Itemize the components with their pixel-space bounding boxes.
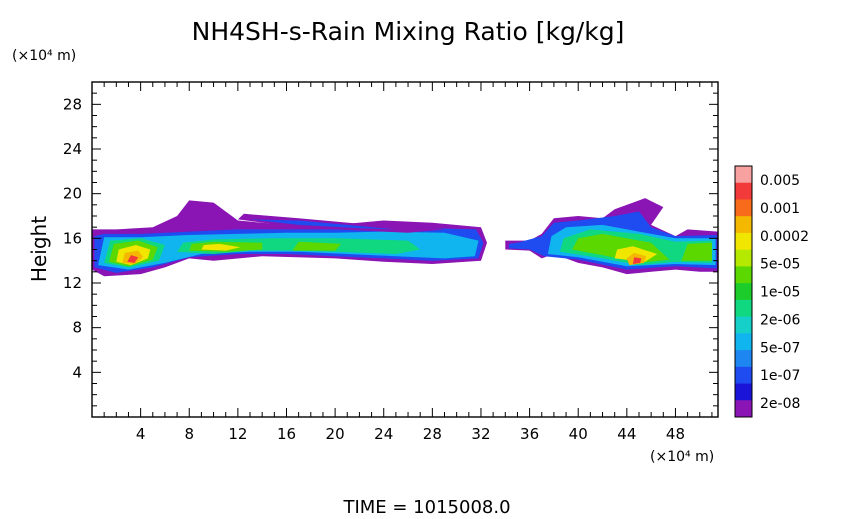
y-tick-label: 4 — [72, 363, 82, 381]
colorbar-label: 2e-08 — [760, 396, 800, 412]
colorbar-label: 1e-07 — [760, 368, 800, 384]
colorbar-swatch — [735, 316, 752, 334]
colorbar-swatch — [735, 199, 752, 217]
plot-area — [92, 198, 718, 277]
x-tick-label: 8 — [184, 425, 194, 443]
x-tick-label: 44 — [617, 425, 636, 443]
colorbar-swatch — [735, 266, 752, 284]
colorbar-swatch — [735, 400, 752, 418]
colorbar-label: 2e-06 — [760, 312, 800, 328]
x-tick-label: 36 — [520, 425, 539, 443]
colorbar-swatch — [735, 166, 752, 184]
colorbar-label: 5e-07 — [760, 340, 800, 356]
chart-title: NH4SH-s-Rain Mixing Ratio [kg/kg] — [192, 17, 625, 46]
y-tick-label: 8 — [72, 319, 82, 337]
x-tick-label: 12 — [228, 425, 247, 443]
colorbar-frame — [734, 165, 753, 418]
field-region-13 — [681, 242, 712, 261]
colorbar-label: 0.001 — [760, 201, 800, 217]
field-region-20 — [632, 257, 642, 264]
x-tick-label: 40 — [569, 425, 588, 443]
colorbar-swatch — [735, 350, 752, 368]
y-unit-label: (×10⁴ m) — [12, 48, 76, 64]
colorbar-label: 0.005 — [760, 173, 800, 189]
x-tick-label: 28 — [423, 425, 442, 443]
colorbar-label: 1e-05 — [760, 285, 800, 301]
x-tick-label: 4 — [136, 425, 146, 443]
y-tick-label: 28 — [63, 95, 82, 113]
y-axis-label: Height — [27, 216, 51, 282]
x-tick-label: 20 — [326, 425, 345, 443]
x-tick-label: 32 — [471, 425, 490, 443]
colorbar: 0.005 0.001 0.0002 5e-05 1e-05 2e-06 5e-07 1e-0… — [734, 165, 809, 418]
colorbar-label: 0.0002 — [760, 229, 809, 245]
colorbar-swatch — [735, 283, 752, 301]
colorbar-swatch — [735, 333, 752, 351]
field-region-19 — [127, 255, 139, 263]
time-label: TIME = 1015008.0 — [342, 497, 510, 518]
field-region-21 — [237, 213, 445, 233]
colorbar-swatch — [735, 383, 752, 401]
colorbar-swatch — [735, 182, 752, 200]
colorbar-swatch — [735, 232, 752, 251]
colorbar-swatch — [735, 299, 752, 317]
field-region-22 — [250, 219, 396, 230]
x-tick-label: 16 — [277, 425, 296, 443]
field-region-11 — [292, 241, 342, 251]
y-tick-label: 24 — [63, 140, 82, 158]
y-tick-label: 16 — [63, 229, 82, 247]
x-unit-label: (×10⁴ m) — [650, 449, 714, 465]
y-tick-label: 20 — [63, 185, 82, 203]
y-tick-label: 12 — [63, 274, 82, 292]
colorbar-label: 5e-05 — [760, 257, 800, 273]
colorbar-swatch — [735, 366, 752, 384]
x-tick-label: 24 — [374, 425, 393, 443]
x-tick-label: 48 — [666, 425, 685, 443]
field-region-15 — [201, 243, 241, 251]
colorbar-swatch — [735, 216, 752, 234]
colorbar-swatch — [735, 249, 752, 267]
